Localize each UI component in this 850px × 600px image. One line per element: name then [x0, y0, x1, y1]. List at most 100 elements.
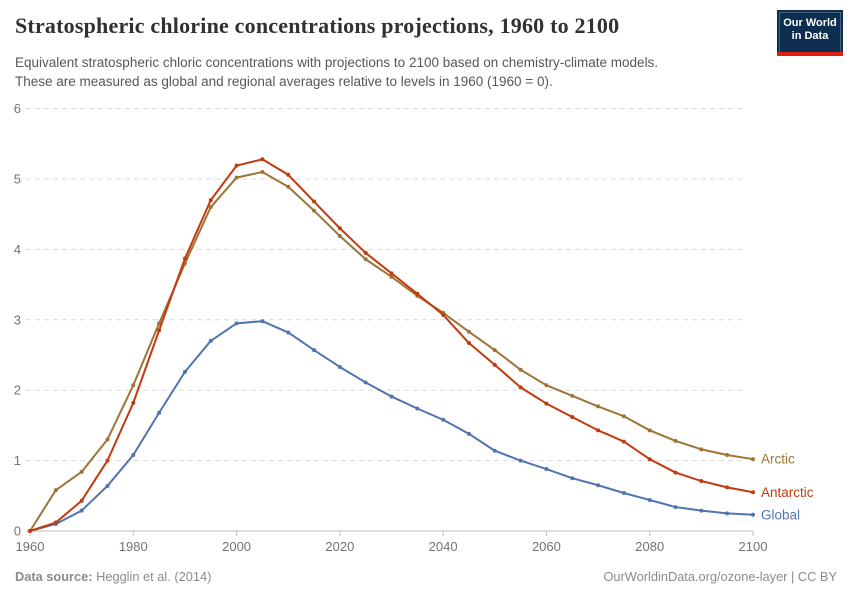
- x-tick-label: 2060: [532, 539, 561, 554]
- data-point: [286, 184, 291, 189]
- data-point: [337, 364, 342, 369]
- data-point: [79, 508, 84, 513]
- data-point: [286, 172, 291, 177]
- data-point: [79, 469, 84, 474]
- data-point: [79, 498, 84, 503]
- data-point: [441, 312, 446, 317]
- data-point: [570, 414, 575, 419]
- series-label-arctic[interactable]: Arctic: [761, 452, 795, 467]
- y-tick-label: 2: [14, 383, 21, 398]
- data-point: [596, 404, 601, 409]
- data-point: [621, 439, 626, 444]
- data-point: [751, 512, 755, 517]
- data-point: [415, 291, 420, 296]
- data-point: [53, 488, 58, 493]
- data-point: [699, 479, 704, 484]
- data-point: [621, 490, 626, 495]
- data-point: [337, 234, 342, 239]
- series-line-arctic: [29, 170, 754, 532]
- owid-logo-line-2: in Data: [791, 30, 829, 42]
- data-point: [673, 438, 678, 443]
- data-point: [260, 319, 265, 324]
- data-point: [647, 428, 652, 433]
- data-point: [312, 208, 317, 213]
- subtitle-line-2: These are measured as global and regiona…: [15, 74, 553, 89]
- footer-site-link[interactable]: OurWorldinData.org/ozone-layer | CC BY: [603, 569, 837, 584]
- chart-footer: Data source: Hegglin et al. (2014) OurWo…: [15, 569, 837, 584]
- data-point: [673, 505, 678, 510]
- data-point: [466, 431, 471, 436]
- data-point: [570, 476, 575, 481]
- data-point: [363, 250, 368, 255]
- data-point: [389, 271, 394, 276]
- series-line-global: [29, 320, 754, 532]
- data-point: [363, 380, 368, 385]
- y-tick-label: 0: [14, 524, 21, 539]
- data-point: [518, 385, 523, 390]
- data-point: [105, 483, 110, 488]
- data-point: [570, 393, 575, 398]
- series-label-global[interactable]: Global: [761, 507, 800, 522]
- y-tick-label: 6: [14, 101, 21, 116]
- data-point: [234, 175, 239, 180]
- data-point: [544, 467, 549, 472]
- data-point: [389, 394, 394, 399]
- x-tick-label: 2020: [325, 539, 354, 554]
- data-point: [208, 198, 213, 203]
- y-tick-label: 5: [14, 172, 21, 187]
- data-point: [234, 163, 239, 168]
- y-tick-label: 1: [14, 453, 21, 468]
- owid-logo[interactable]: Our World in Data: [777, 10, 843, 56]
- y-tick-label: 3: [14, 312, 21, 327]
- data-point: [105, 437, 110, 442]
- series-arctic: Arctic: [28, 169, 795, 533]
- data-point: [751, 457, 755, 462]
- data-point: [28, 529, 32, 533]
- x-tick-label: 1980: [119, 539, 148, 554]
- data-point: [699, 508, 704, 513]
- owid-logo-line-1: Our World: [783, 17, 837, 29]
- data-point: [131, 452, 136, 457]
- logo-red-bar: [777, 52, 843, 56]
- data-point: [208, 205, 213, 210]
- data-point: [53, 520, 58, 525]
- x-tick-label: 2100: [739, 539, 768, 554]
- x-tick-label: 1960: [16, 539, 45, 554]
- series-global: Global: [28, 319, 800, 533]
- data-point: [699, 447, 704, 452]
- data-point: [751, 490, 755, 495]
- data-point: [647, 498, 652, 503]
- data-point: [234, 321, 239, 326]
- x-tick-label: 2080: [635, 539, 664, 554]
- data-point: [182, 369, 187, 374]
- data-point: [596, 483, 601, 488]
- data-point: [596, 428, 601, 433]
- series-label-antarctic[interactable]: Antarctic: [761, 485, 814, 500]
- data-point: [389, 274, 394, 279]
- data-point: [208, 338, 213, 343]
- chart-title: Stratospheric chlorine concentrations pr…: [15, 13, 620, 38]
- data-point: [131, 383, 136, 388]
- data-point: [492, 448, 497, 453]
- data-point: [725, 452, 730, 457]
- data-point: [157, 321, 162, 326]
- data-source-value: Hegglin et al. (2014): [96, 569, 212, 584]
- data-point: [441, 417, 446, 422]
- chart-subtitle: Equivalent stratospheric chloric concent…: [15, 53, 658, 91]
- data-point: [286, 330, 291, 335]
- data-point: [725, 485, 730, 490]
- data-point: [621, 414, 626, 419]
- x-tick-label: 2040: [429, 539, 458, 554]
- data-point: [466, 341, 471, 346]
- data-point: [363, 257, 368, 262]
- data-point: [647, 457, 652, 462]
- series-antarctic: Antarctic: [28, 157, 814, 533]
- data-point: [105, 458, 110, 463]
- data-point: [492, 348, 497, 353]
- data-point: [260, 157, 265, 162]
- data-point: [466, 329, 471, 334]
- data-point: [337, 226, 342, 231]
- data-point: [157, 328, 162, 333]
